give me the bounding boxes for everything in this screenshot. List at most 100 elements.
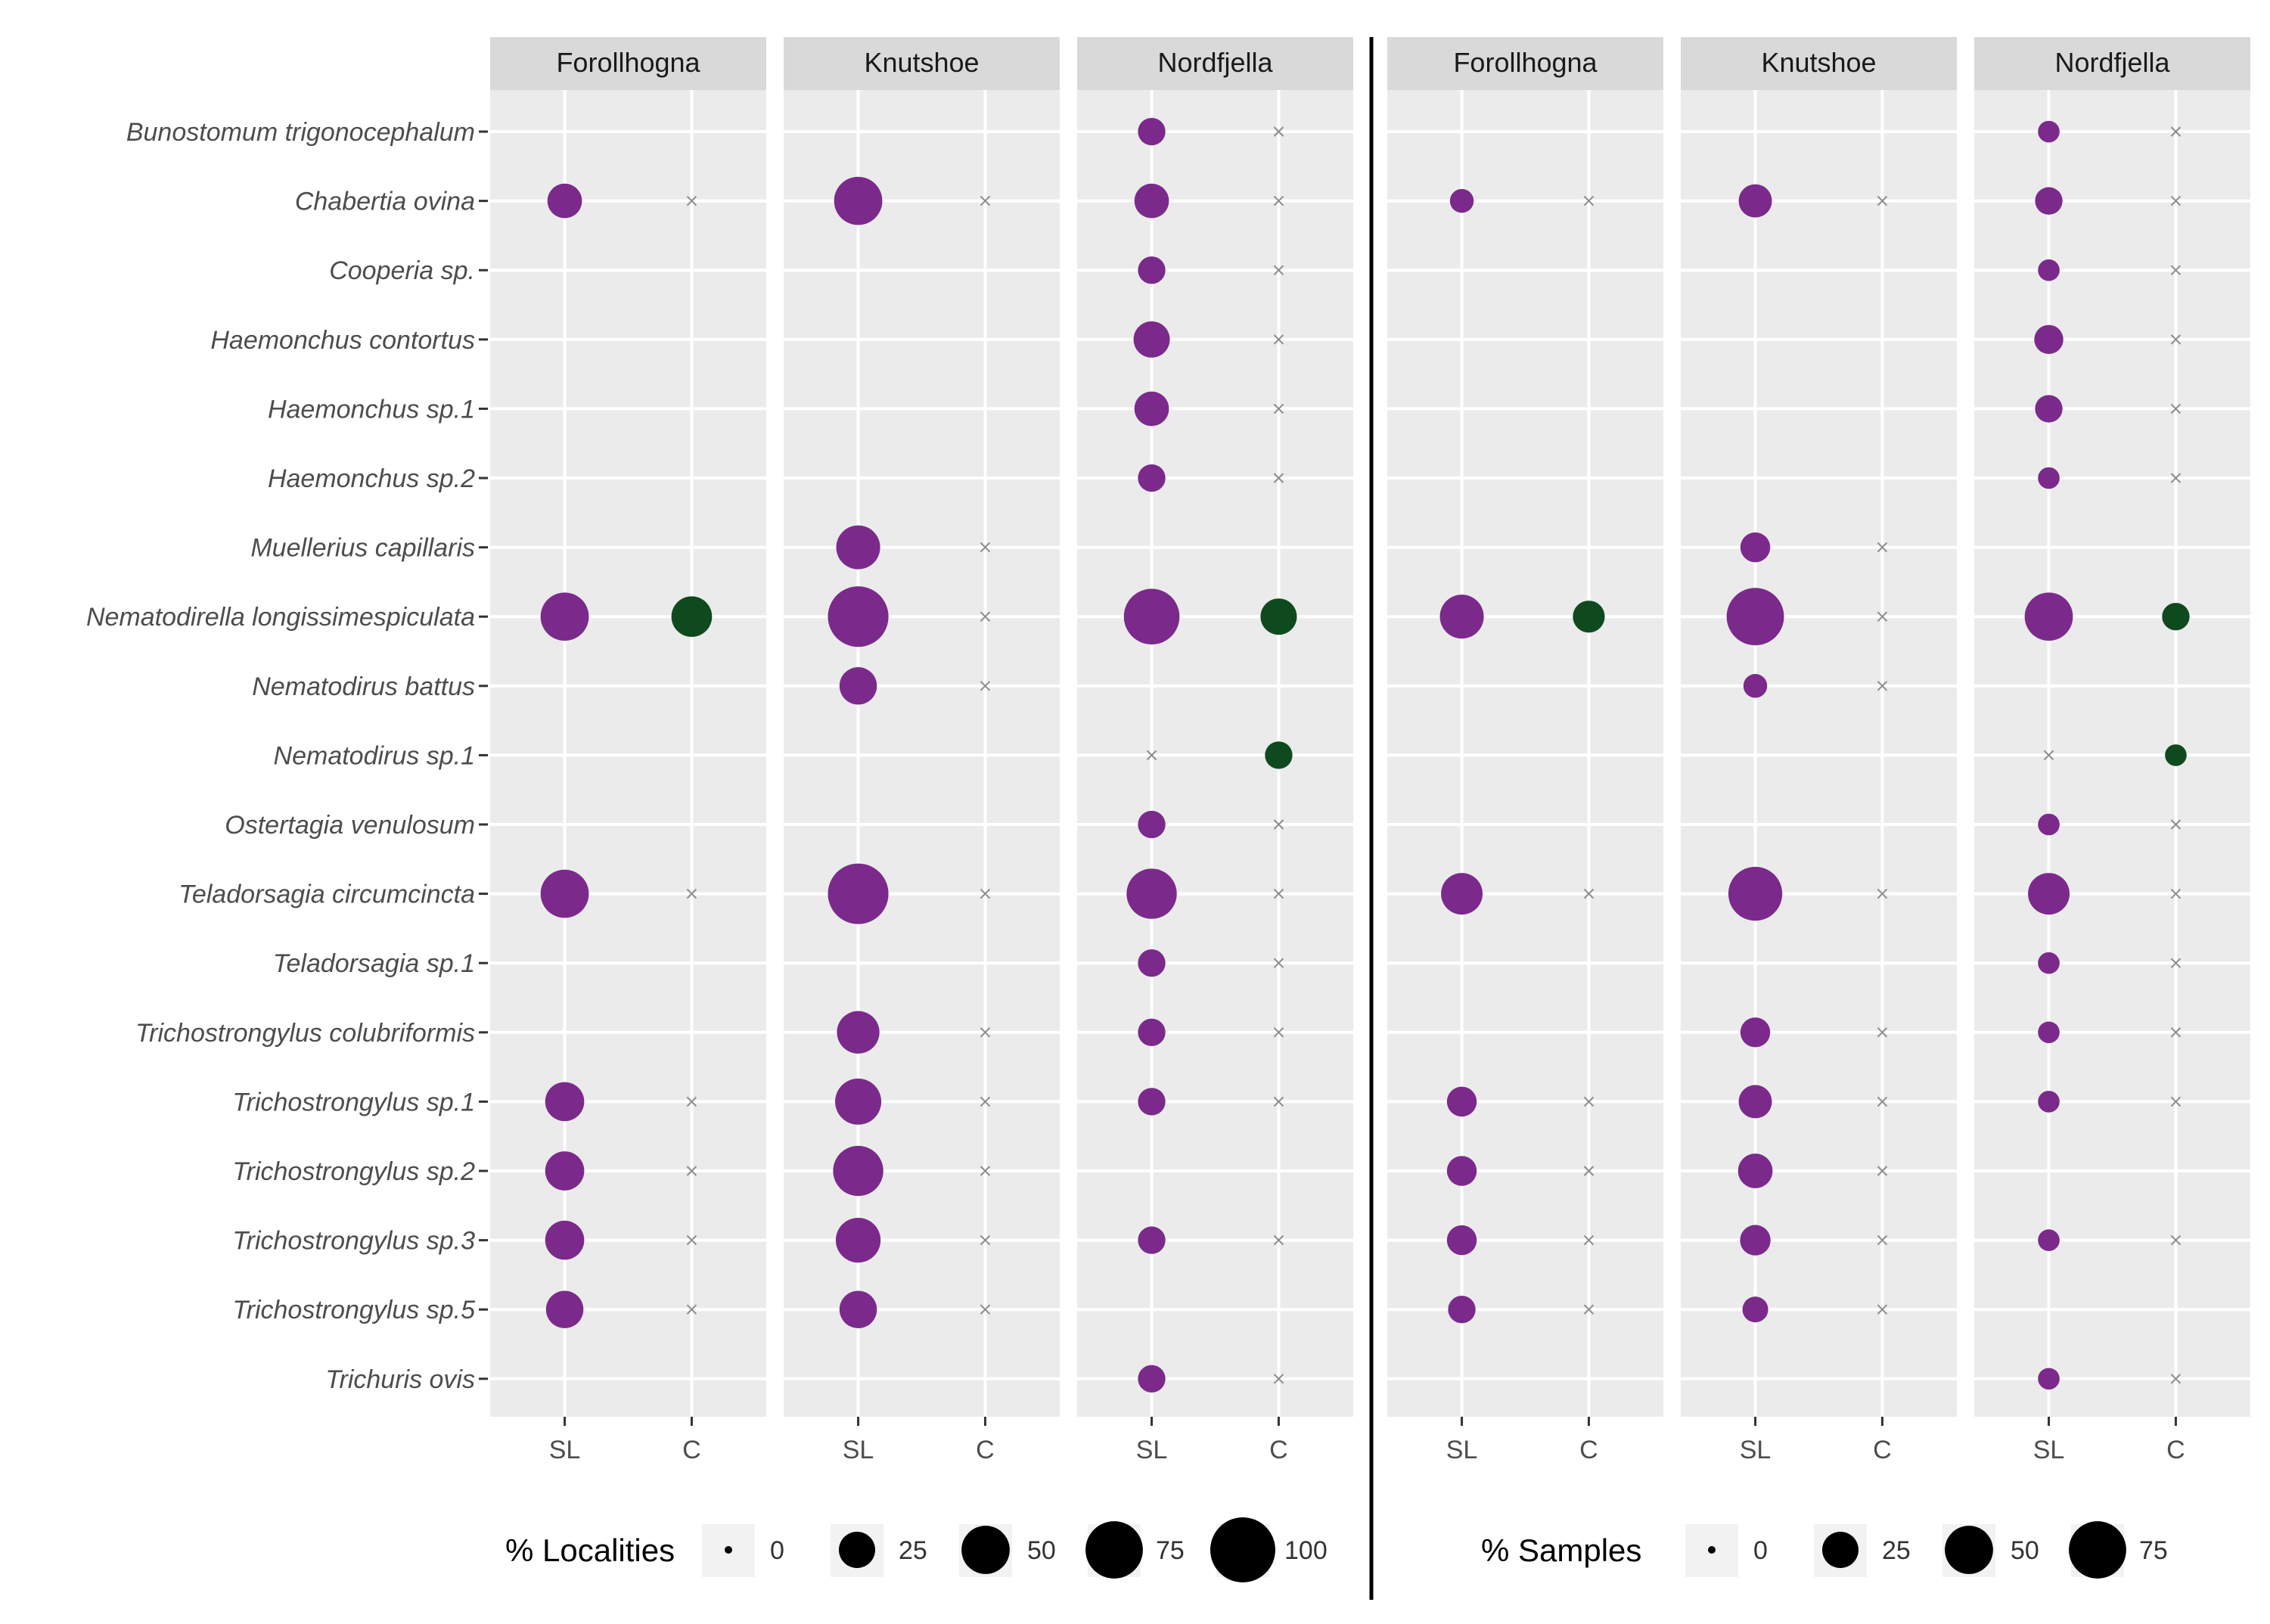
x-tick-label-sl: SL <box>843 1436 874 1464</box>
y-tick-label-trichostrongylus-sp-3: Trichostrongylus sp.3 <box>232 1227 475 1256</box>
y-tick-label-trichostrongylus-sp-5: Trichostrongylus sp.5 <box>232 1296 475 1324</box>
y-tick-label-bunostomum-trigonocephalum: Bunostomum trigonocephalum <box>126 118 475 147</box>
point-knutshoe-sl-trichostrongylus-sp-3 <box>1740 1225 1771 1256</box>
x-tick-label-sl: SL <box>1740 1436 1772 1464</box>
point-forollhogna-c-trichostrongylus-sp-1-absent <box>686 1096 697 1107</box>
panel-background <box>1681 90 1957 1417</box>
point-knutshoe-sl-nematodirella-longissimespiculata <box>1726 588 1784 646</box>
point-knutshoe-c-nematodirella-longissimespiculata-absent <box>1877 611 1888 622</box>
legend-key-circle <box>1085 1521 1143 1579</box>
cross-stroke <box>980 195 991 206</box>
point-nordfjella-c-nematodirus-sp-1 <box>2165 744 2187 766</box>
cross-stroke <box>1877 681 1888 691</box>
cross-stroke <box>980 888 991 899</box>
point-knutshoe-c-nematodirella-longissimespiculata-absent <box>980 611 991 622</box>
cross-stroke <box>1273 473 1284 483</box>
cross-stroke <box>1583 1234 1595 1246</box>
panel-background <box>1077 90 1353 1417</box>
y-tick-label-nematodirus-battus: Nematodirus battus <box>252 672 475 701</box>
x-tick-label-c: C <box>1269 1436 1288 1464</box>
point-nordfjella-sl-nematodirus-sp-1-absent <box>2043 750 2054 761</box>
legend-key-label: 50 <box>2011 1536 2039 1565</box>
point-nordfjella-c-nematodirella-longissimespiculata <box>1260 598 1297 635</box>
point-nordfjella-c-haemonchus-sp-1-absent <box>2170 403 2181 415</box>
point-knutshoe-c-nematodirus-battus-absent <box>1877 681 1888 691</box>
point-nordfjella-c-ostertagia-venulosum-absent <box>2170 819 2181 830</box>
panel-localities-nordfjella: Nordfjella SL C <box>1077 37 1353 1464</box>
point-nordfjella-c-chabertia-ovina-absent <box>1273 195 1284 206</box>
legend-key-50: 50 <box>959 1524 1056 1577</box>
point-nordfjella-sl-haemonchus-sp-1 <box>2035 395 2063 423</box>
point-nordfjella-sl-trichuris-ovis <box>2038 1368 2060 1390</box>
cross-stroke <box>1273 958 1284 968</box>
cross-stroke <box>686 888 697 899</box>
point-nordfjella-c-haemonchus-sp-2-absent <box>2170 473 2181 483</box>
cross-stroke <box>980 1304 991 1315</box>
point-nordfjella-c-trichostrongylus-colubriformis-absent <box>1273 1027 1284 1038</box>
point-forollhogna-sl-trichostrongylus-sp-3 <box>545 1220 585 1260</box>
point-nordfjella-sl-nematodirella-longissimespiculata <box>1123 588 1180 644</box>
point-nordfjella-sl-haemonchus-sp-2 <box>2038 467 2060 489</box>
point-nordfjella-sl-trichostrongylus-sp-1 <box>2038 1091 2060 1113</box>
point-forollhogna-c-trichostrongylus-sp-5-absent <box>1583 1304 1595 1315</box>
point-knutshoe-c-trichostrongylus-sp-3-absent <box>980 1234 991 1246</box>
point-knutshoe-sl-teladorsagia-circumcincta <box>1728 866 1783 921</box>
y-tick-label-trichostrongylus-colubriformis: Trichostrongylus colubriformis <box>135 1019 475 1048</box>
facet-strip-label: Knutshoe <box>864 47 979 78</box>
legend-key-label: 75 <box>1156 1536 1185 1565</box>
point-nordfjella-sl-bunostomum-trigonocephalum <box>2038 120 2060 143</box>
cross-stroke <box>686 1304 697 1315</box>
legend-key-75: 75 <box>2069 1521 2168 1579</box>
point-nordfjella-sl-chabertia-ovina <box>2035 187 2063 215</box>
panel-background <box>1974 90 2250 1417</box>
cross-stroke <box>980 1096 991 1107</box>
point-nordfjella-sl-trichostrongylus-colubriformis <box>2038 1021 2060 1044</box>
point-nordfjella-c-haemonchus-sp-1-absent <box>1273 403 1284 415</box>
point-forollhogna-sl-trichostrongylus-sp-1 <box>545 1082 585 1122</box>
cross-stroke <box>2170 195 2181 206</box>
cross-stroke <box>2170 1374 2181 1384</box>
point-nordfjella-c-cooperia-sp-absent <box>1273 265 1284 275</box>
point-forollhogna-c-nematodirella-longissimespiculata <box>1573 601 1605 633</box>
point-knutshoe-sl-chabertia-ovina <box>1738 184 1772 218</box>
point-forollhogna-c-chabertia-ovina-absent <box>686 195 697 206</box>
facet-strip <box>1974 37 2250 90</box>
legend-key-circle <box>1708 1546 1716 1554</box>
y-tick-label-haemonchus-sp-2: Haemonchus sp.2 <box>268 464 475 493</box>
point-knutshoe-sl-trichostrongylus-colubriformis <box>1740 1017 1771 1048</box>
cross-stroke <box>1583 1304 1595 1315</box>
cross-stroke <box>1273 334 1284 345</box>
point-knutshoe-c-trichostrongylus-sp-5-absent <box>1877 1304 1888 1315</box>
cross-stroke <box>1273 1234 1284 1246</box>
cross-stroke <box>2170 888 2181 899</box>
point-nordfjella-sl-ostertagia-venulosum <box>2038 813 2060 836</box>
cross-stroke <box>2170 473 2181 483</box>
point-knutshoe-c-trichostrongylus-colubriformis-absent <box>980 1027 991 1038</box>
point-nordfjella-sl-haemonchus-contortus <box>2034 324 2063 355</box>
cross-stroke <box>2170 334 2181 345</box>
point-forollhogna-sl-trichostrongylus-sp-5 <box>1448 1296 1476 1324</box>
point-knutshoe-sl-trichostrongylus-sp-2 <box>833 1145 883 1197</box>
y-tick-label-haemonchus-contortus: Haemonchus contortus <box>210 326 475 355</box>
cross-stroke <box>1877 611 1888 622</box>
cross-stroke <box>1273 126 1284 137</box>
point-forollhogna-sl-teladorsagia-circumcincta <box>1441 873 1483 915</box>
point-nordfjella-c-nematodirus-sp-1 <box>1265 741 1293 769</box>
point-forollhogna-sl-teladorsagia-circumcincta <box>540 869 589 918</box>
y-tick-label-cooperia-sp: Cooperia sp. <box>329 256 475 285</box>
chart-group-localities: Bunostomum trigonocephalum Chabertia ovin… <box>86 37 1353 1582</box>
x-tick-label-sl: SL <box>2033 1436 2065 1464</box>
point-forollhogna-c-trichostrongylus-sp-3-absent <box>686 1234 697 1246</box>
cross-stroke <box>2170 1096 2181 1107</box>
point-forollhogna-sl-nematodirella-longissimespiculata <box>1439 595 1484 639</box>
point-forollhogna-c-trichostrongylus-sp-1-absent <box>1583 1096 1595 1107</box>
facet-strip-label: Nordfjella <box>2054 47 2170 78</box>
point-forollhogna-c-chabertia-ovina-absent <box>1583 195 1595 206</box>
point-nordfjella-c-haemonchus-contortus-absent <box>1273 334 1284 345</box>
point-nordfjella-sl-haemonchus-contortus <box>1133 321 1170 358</box>
panel-localities-forollhogna: Forollhogna SL C <box>490 37 766 1464</box>
facet-strip-label: Knutshoe <box>1761 47 1876 78</box>
point-forollhogna-c-trichostrongylus-sp-3-absent <box>1583 1234 1595 1246</box>
cross-stroke <box>980 1234 991 1246</box>
x-tick-label-c: C <box>1579 1436 1598 1464</box>
